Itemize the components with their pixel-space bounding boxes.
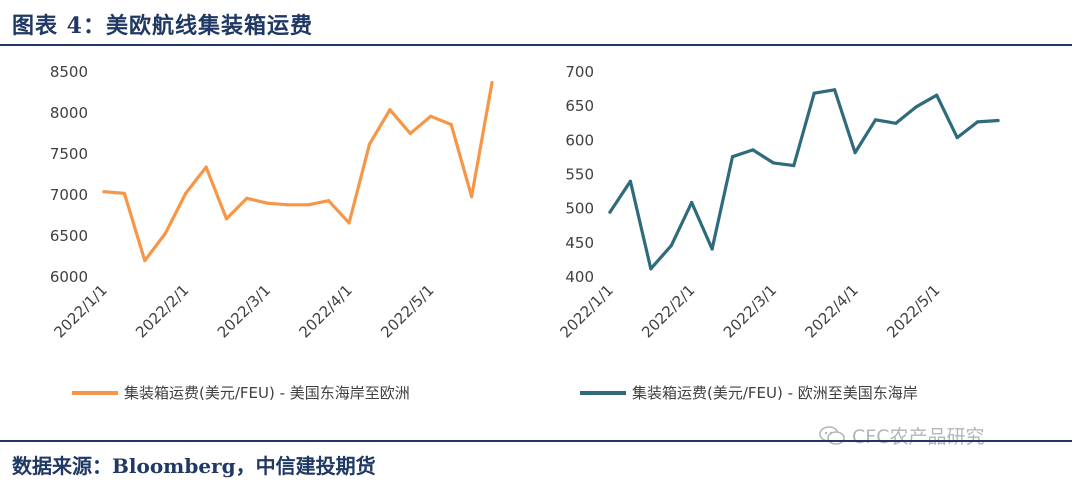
data-point bbox=[184, 191, 188, 195]
data-point bbox=[449, 122, 453, 127]
data-point bbox=[853, 151, 857, 155]
data-point bbox=[649, 267, 653, 271]
data-point bbox=[669, 243, 673, 248]
y-tick-label: 8000 bbox=[50, 104, 88, 122]
data-point bbox=[873, 118, 878, 122]
data-point bbox=[469, 195, 474, 199]
legend-label: 集装箱运费(美元/FEU) - 美国东海岸至欧洲 bbox=[124, 384, 410, 402]
y-tick-label: 700 bbox=[565, 63, 594, 81]
data-point bbox=[833, 88, 837, 92]
data-point bbox=[730, 155, 735, 159]
x-axis-right: 2022/1/1 2022/2/1 2022/3/1 2022/4/1 2022/5/1 bbox=[556, 281, 943, 341]
y-tick-label: 450 bbox=[565, 234, 594, 252]
data-point bbox=[690, 200, 694, 205]
data-point bbox=[286, 203, 290, 207]
watermark: CFC农产品研究 bbox=[818, 422, 984, 449]
y-tick-label: 550 bbox=[565, 166, 594, 184]
data-point bbox=[122, 191, 127, 195]
data-point bbox=[367, 142, 372, 146]
legend-us-to-europe: 集装箱运费(美元/FEU) - 美国东海岸至欧洲 bbox=[72, 384, 410, 402]
series-europe-to-us bbox=[608, 88, 1000, 271]
data-point bbox=[628, 179, 633, 183]
y-axis-left: 6000 6500 7000 7500 8000 8500 bbox=[50, 63, 88, 286]
data-point bbox=[388, 108, 392, 112]
data-point bbox=[204, 165, 208, 169]
y-tick-label: 500 bbox=[565, 200, 594, 218]
data-point bbox=[710, 247, 714, 251]
data-point bbox=[792, 164, 796, 168]
x-tick-label: 2022/1/1 bbox=[556, 281, 616, 341]
data-point bbox=[408, 131, 412, 136]
top-divider bbox=[0, 44, 1072, 46]
y-tick-label: 6500 bbox=[50, 227, 88, 245]
source-note: 数据来源：Bloomberg，中信建投期货 bbox=[12, 454, 376, 478]
wechat-icon bbox=[819, 425, 845, 445]
bottom-divider bbox=[0, 440, 1072, 442]
x-tick-label: 2022/3/1 bbox=[720, 281, 780, 341]
x-tick-label: 2022/5/1 bbox=[883, 281, 943, 341]
y-tick-label: 600 bbox=[565, 131, 594, 149]
data-point bbox=[163, 231, 167, 236]
data-point bbox=[608, 210, 612, 214]
data-point bbox=[429, 114, 433, 118]
y-tick-label: 400 bbox=[565, 268, 594, 286]
data-point bbox=[975, 120, 980, 124]
data-point bbox=[224, 217, 229, 221]
data-point bbox=[327, 199, 331, 203]
data-point bbox=[812, 91, 816, 95]
series-line bbox=[102, 81, 494, 263]
data-point bbox=[102, 190, 106, 194]
data-point bbox=[265, 201, 269, 205]
y-tick-label: 7500 bbox=[50, 145, 88, 163]
series-us-to-europe bbox=[102, 81, 494, 263]
series-line bbox=[608, 88, 1000, 271]
y-tick-label: 6000 bbox=[50, 268, 88, 286]
x-tick-label: 2022/2/1 bbox=[638, 281, 698, 341]
data-point bbox=[771, 161, 775, 165]
data-point bbox=[245, 196, 249, 200]
data-point bbox=[914, 105, 918, 109]
data-point bbox=[347, 221, 351, 225]
x-tick-label: 2022/4/1 bbox=[802, 281, 862, 341]
legend-europe-to-us: 集装箱运费(美元/FEU) - 欧洲至美国东海岸 bbox=[580, 384, 918, 402]
data-point bbox=[490, 81, 494, 85]
watermark-text: CFC农产品研究 bbox=[852, 426, 985, 448]
data-point bbox=[894, 121, 898, 125]
y-tick-label: 650 bbox=[565, 97, 594, 115]
data-point bbox=[996, 118, 1000, 123]
data-point bbox=[306, 203, 310, 207]
legend-label: 集装箱运费(美元/FEU) - 欧洲至美国东海岸 bbox=[632, 384, 918, 402]
data-point bbox=[935, 93, 939, 97]
figure-title: 图表 4：美欧航线集装箱运费 bbox=[12, 13, 313, 39]
y-tick-label: 8500 bbox=[50, 63, 88, 81]
y-tick-label: 7000 bbox=[50, 186, 88, 204]
data-point bbox=[955, 136, 959, 140]
y-axis-right: 400 450 500 550 600 650 700 bbox=[565, 63, 594, 286]
data-point bbox=[751, 148, 755, 152]
data-point bbox=[143, 259, 147, 263]
